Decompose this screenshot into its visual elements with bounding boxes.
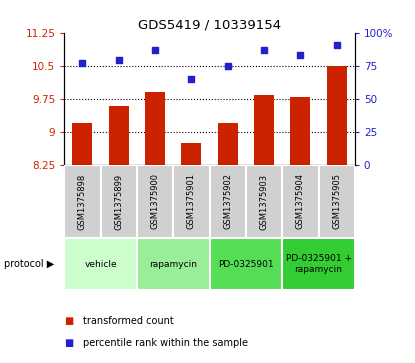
Text: PD-0325901 +
rapamycin: PD-0325901 + rapamycin: [286, 254, 352, 274]
FancyBboxPatch shape: [246, 165, 282, 238]
Text: GSM1375900: GSM1375900: [151, 174, 160, 229]
FancyBboxPatch shape: [64, 238, 137, 290]
Text: ■: ■: [64, 338, 73, 348]
FancyBboxPatch shape: [137, 165, 173, 238]
Text: transformed count: transformed count: [83, 316, 174, 326]
FancyBboxPatch shape: [282, 165, 319, 238]
Bar: [145, 92, 165, 165]
Text: GSM1375905: GSM1375905: [332, 174, 341, 229]
Title: GDS5419 / 10339154: GDS5419 / 10339154: [138, 19, 281, 32]
Text: PD-0325901: PD-0325901: [218, 260, 274, 269]
Bar: [290, 97, 310, 165]
FancyBboxPatch shape: [173, 165, 210, 238]
Bar: [218, 123, 238, 165]
Bar: [109, 106, 129, 165]
Text: vehicle: vehicle: [84, 260, 117, 269]
FancyBboxPatch shape: [319, 165, 355, 238]
Text: GSM1375899: GSM1375899: [114, 174, 123, 229]
Text: GSM1375902: GSM1375902: [223, 174, 232, 229]
FancyBboxPatch shape: [282, 238, 355, 290]
Bar: [327, 66, 347, 165]
Bar: [181, 143, 201, 165]
Point: [225, 63, 231, 69]
FancyBboxPatch shape: [64, 165, 100, 238]
Text: GSM1375903: GSM1375903: [259, 174, 269, 229]
Bar: [254, 94, 274, 165]
Text: percentile rank within the sample: percentile rank within the sample: [83, 338, 248, 348]
Point: [333, 42, 340, 48]
Point: [152, 47, 159, 53]
Point: [261, 47, 267, 53]
Text: GSM1375904: GSM1375904: [296, 174, 305, 229]
Text: GSM1375898: GSM1375898: [78, 174, 87, 229]
Point: [115, 58, 122, 64]
Bar: [73, 123, 93, 165]
Text: protocol ▶: protocol ▶: [4, 259, 54, 269]
Point: [79, 60, 86, 66]
FancyBboxPatch shape: [100, 165, 137, 238]
Text: rapamycin: rapamycin: [149, 260, 197, 269]
FancyBboxPatch shape: [210, 238, 282, 290]
FancyBboxPatch shape: [210, 165, 246, 238]
Text: ■: ■: [64, 316, 73, 326]
Point: [297, 52, 304, 58]
FancyBboxPatch shape: [137, 238, 210, 290]
Text: GSM1375901: GSM1375901: [187, 174, 196, 229]
Point: [188, 76, 195, 82]
